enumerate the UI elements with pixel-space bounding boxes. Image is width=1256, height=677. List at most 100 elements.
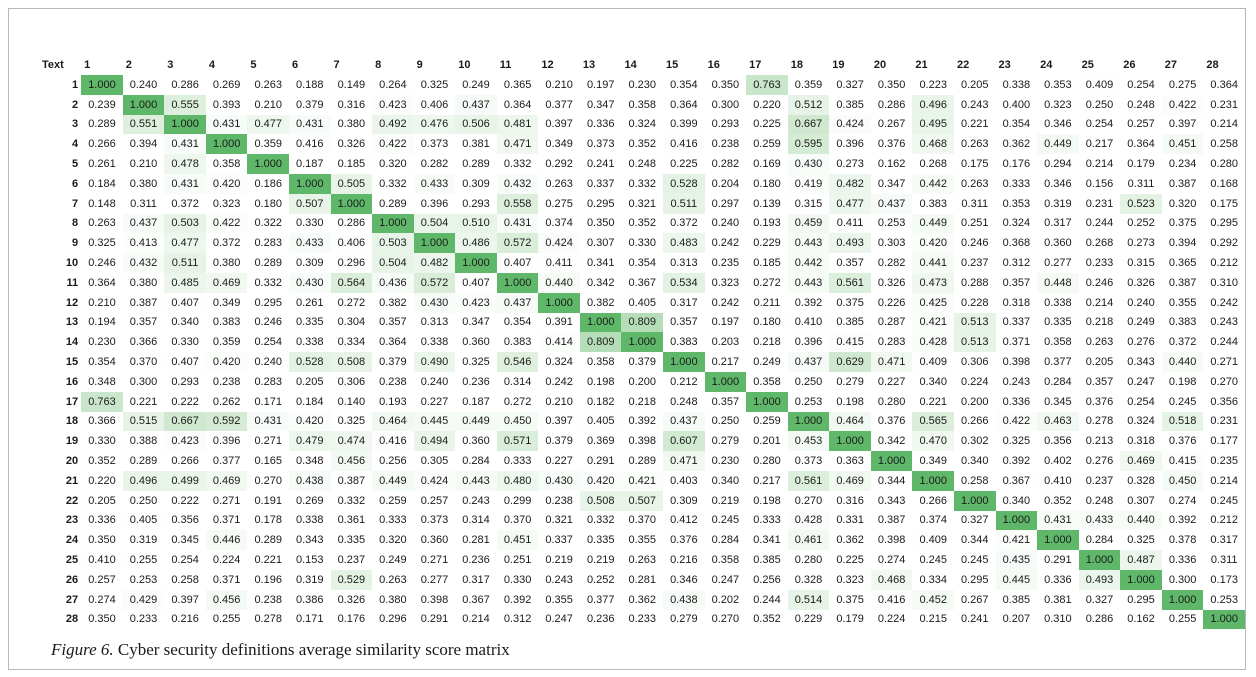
row-header: 27 (65, 593, 79, 606)
matrix-cell: 0.420 (205, 173, 248, 194)
matrix-cell: 0.227 (870, 371, 913, 392)
matrix-cell: 0.469 (205, 470, 248, 491)
matrix-cell: 0.565 (912, 411, 954, 432)
matrix-cell: 0.346 (663, 569, 705, 590)
matrix-cell: 0.376 (870, 134, 913, 155)
matrix-cell: 0.230 (704, 451, 747, 471)
matrix-cell: 0.326 (870, 272, 913, 293)
matrix-cell: 0.377 (538, 94, 580, 115)
matrix-cell: 0.492 (372, 114, 414, 135)
matrix-cell: 0.313 (663, 253, 705, 273)
matrix-cell: 0.263 (621, 550, 664, 570)
matrix-cell: 0.381 (1037, 589, 1079, 610)
matrix-cell: 0.346 (1037, 114, 1079, 135)
matrix-cell: 0.433 (413, 173, 456, 194)
matrix-cell: 0.430 (413, 292, 456, 313)
matrix-cell: 0.482 (413, 253, 456, 273)
matrix-cell: 0.383 (496, 332, 539, 353)
matrix-cell: 0.402 (1037, 451, 1079, 471)
matrix-cell: 0.324 (538, 352, 580, 372)
matrix-cell: 0.360 (1037, 233, 1079, 254)
figure-caption-text: Cyber security definitions average simil… (117, 640, 510, 659)
matrix-cell: 0.223 (912, 75, 954, 95)
matrix-cell: 0.334 (912, 569, 954, 590)
matrix-cell: 0.250 (1078, 94, 1121, 115)
column-header: 6 (291, 59, 299, 71)
matrix-cell: 0.215 (912, 609, 954, 630)
matrix-cell: 0.238 (247, 589, 289, 610)
matrix-cell: 0.496 (912, 94, 954, 115)
matrix-cell: 0.335 (288, 312, 331, 333)
matrix-cell: 0.423 (372, 94, 414, 115)
matrix-cell: 0.337 (538, 530, 580, 551)
matrix-cell: 0.383 (663, 332, 705, 353)
matrix-cell: 0.327 (953, 510, 996, 531)
matrix-cell: 0.243 (1203, 312, 1245, 333)
matrix-cell: 0.327 (1078, 589, 1121, 610)
matrix-cell: 0.273 (1120, 233, 1162, 254)
matrix-cell: 0.248 (1120, 94, 1162, 115)
matrix-cell: 0.629 (829, 352, 871, 372)
matrix-cell: 0.291 (413, 609, 456, 630)
matrix-cell: 0.231 (1203, 411, 1245, 432)
matrix-cell: 0.250 (787, 371, 830, 392)
matrix-cell: 0.263 (953, 173, 996, 194)
matrix-cell: 0.380 (330, 114, 373, 135)
matrix-cell: 1.000 (829, 431, 871, 452)
matrix-cell: 0.243 (538, 569, 580, 590)
matrix-cell: 0.326 (330, 589, 373, 610)
matrix-cell: 0.169 (746, 154, 788, 174)
matrix-cell: 1.000 (621, 332, 664, 353)
matrix-row: 12 0.210 0.387 0.407 0.349 0.295 0.261 0.272 0.3… (39, 292, 1245, 313)
matrix-cell: 0.373 (787, 451, 830, 471)
matrix-cell: 0.176 (330, 609, 373, 630)
matrix-cell: 0.242 (1203, 292, 1245, 313)
matrix-cell: 0.240 (247, 352, 289, 372)
matrix-cell: 0.257 (413, 490, 456, 511)
matrix-cell: 0.309 (288, 253, 331, 273)
matrix-cell: 0.504 (413, 213, 456, 234)
matrix-cell: 0.341 (579, 253, 622, 273)
matrix-cell: 0.469 (205, 272, 248, 293)
matrix-cell: 0.311 (1203, 550, 1245, 570)
matrix-cell: 0.263 (247, 75, 289, 95)
matrix-cell: 0.422 (995, 411, 1038, 432)
matrix-cell: 0.233 (1078, 253, 1121, 273)
matrix-cell: 0.453 (787, 431, 830, 452)
matrix-cell: 0.398 (621, 431, 664, 452)
column-header: 2 (125, 59, 132, 71)
matrix-cell: 0.372 (164, 193, 206, 214)
matrix-cell: 0.291 (1037, 550, 1079, 570)
matrix-cell: 0.373 (413, 134, 456, 155)
matrix-cell: 0.534 (663, 272, 705, 293)
matrix-cell: 0.338 (288, 332, 331, 353)
matrix-cell: 0.415 (829, 332, 871, 353)
matrix-cell: 0.471 (663, 451, 705, 471)
matrix-cell: 0.411 (538, 253, 580, 273)
matrix-cell: 0.380 (372, 589, 414, 610)
matrix-cell: 0.376 (1161, 431, 1204, 452)
row-header: 18 (65, 415, 79, 428)
matrix-cell: 0.227 (538, 451, 580, 471)
matrix-cell: 0.237 (330, 550, 373, 570)
matrix-cell: 0.571 (496, 431, 539, 452)
matrix-cell: 0.546 (496, 352, 539, 372)
matrix-cell: 0.431 (205, 114, 248, 135)
matrix-cell: 0.259 (746, 134, 788, 155)
matrix-cell: 0.341 (746, 530, 788, 551)
matrix-cell: 0.471 (870, 352, 913, 372)
matrix-cell: 0.304 (330, 312, 373, 333)
matrix-cell: 0.383 (912, 193, 954, 214)
matrix-cell: 0.435 (995, 550, 1038, 570)
matrix-cell: 0.263 (538, 173, 580, 194)
matrix-cell: 0.398 (413, 589, 456, 610)
matrix-row: 20 0.352 0.289 0.266 0.377 0.165 0.348 0.456 0.2… (39, 451, 1245, 471)
matrix-cell: 0.379 (538, 431, 580, 452)
matrix-cell: 0.446 (205, 530, 248, 551)
matrix-cell: 0.278 (1078, 411, 1121, 432)
matrix-cell: 0.312 (995, 253, 1038, 273)
matrix-cell: 0.279 (704, 431, 747, 452)
matrix-cell: 0.352 (621, 134, 664, 155)
column-header: 9 (416, 59, 423, 71)
matrix-cell: 0.287 (870, 312, 913, 333)
